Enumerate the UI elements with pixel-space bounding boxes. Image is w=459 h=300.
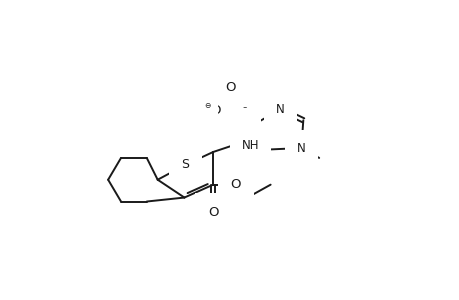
Text: O: O — [224, 81, 235, 94]
Text: O: O — [207, 206, 218, 219]
Text: N: N — [233, 104, 242, 117]
Text: N: N — [275, 103, 284, 116]
Text: ⊖: ⊖ — [204, 101, 210, 110]
Text: O: O — [209, 104, 220, 117]
Text: N: N — [297, 142, 305, 154]
Text: ⊕: ⊕ — [241, 101, 247, 110]
Text: NH: NH — [241, 139, 259, 152]
Text: S: S — [181, 158, 189, 171]
Text: O: O — [237, 114, 247, 127]
Text: O: O — [230, 178, 241, 191]
